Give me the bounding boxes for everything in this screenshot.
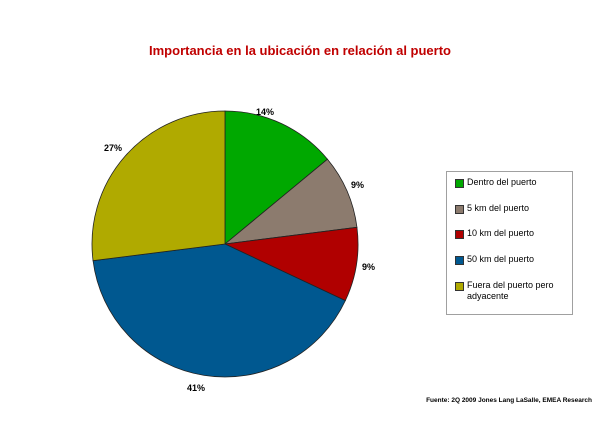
- legend-item-dentro: Dentro del puerto: [455, 177, 537, 188]
- chart-title: Importancia en la ubicación en relación …: [149, 43, 451, 58]
- legend-swatch: [455, 230, 464, 239]
- pie-slice-0: [224, 110, 329, 245]
- legend-item-fuera: Fuera del puerto pero adyacente: [455, 280, 565, 302]
- legend-swatch: [455, 179, 464, 188]
- slice-label-50km: 41%: [187, 383, 206, 393]
- pie-slice-4: [91, 110, 226, 262]
- legend-item-5km: 5 km del puerto: [455, 203, 529, 214]
- legend-swatch: [455, 256, 464, 265]
- legend-swatch: [455, 282, 464, 291]
- legend: Dentro del puerto 5 km del puerto 10 km …: [446, 171, 573, 315]
- pie-slice-3: [92, 243, 346, 378]
- slice-label-dentro: 14%: [256, 107, 275, 117]
- slice-label-fuera: 27%: [104, 143, 123, 153]
- slice-label-10km: 9%: [362, 262, 376, 272]
- legend-item-50km: 50 km del puerto: [455, 254, 534, 265]
- legend-swatch: [455, 205, 464, 214]
- legend-item-10km: 10 km del puerto: [455, 228, 534, 239]
- slice-label-5km: 9%: [351, 180, 365, 190]
- source-note: Fuente: 2Q 2009 Jones Lang LaSalle, EMEA…: [426, 397, 592, 404]
